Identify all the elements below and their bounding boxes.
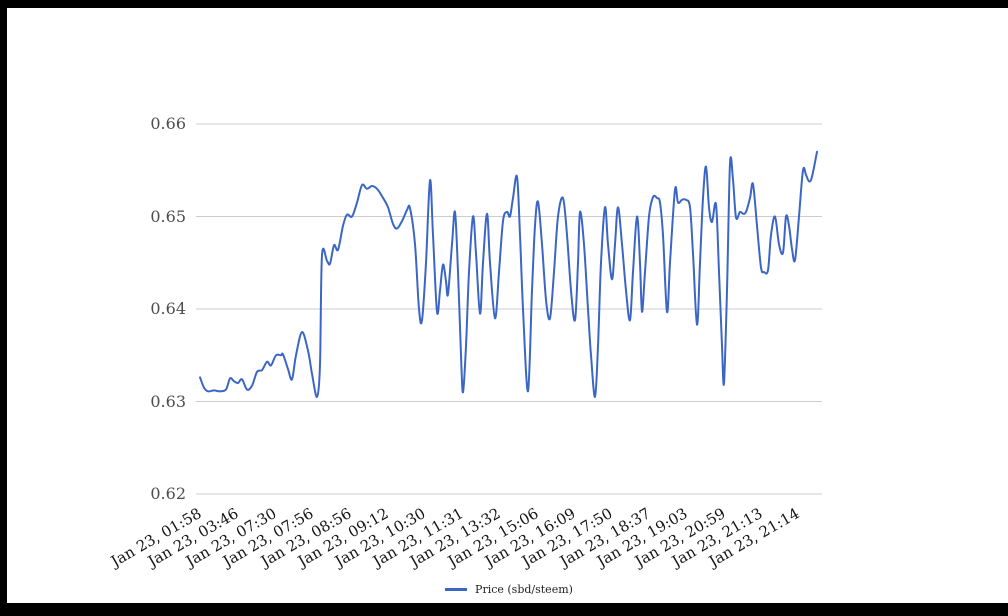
- legend-label: Price (sbd/steem): [475, 583, 573, 596]
- y-axis-tick-label: 0.65: [150, 206, 186, 226]
- y-axis-tick-label: 0.62: [150, 484, 186, 503]
- y-axis-tick-label: 0.63: [150, 391, 186, 411]
- frame-border-left: [0, 0, 7, 616]
- frame-border-bottom: [0, 603, 1008, 616]
- legend: Price (sbd/steem): [196, 583, 822, 596]
- price-line-chart-plot-area: [196, 123, 822, 495]
- y-axis-tick-label: 0.64: [150, 299, 186, 318]
- frame-border-top: [0, 0, 1008, 8]
- price-series-line: [199, 150, 818, 398]
- y-axis-tick-label: 0.66: [150, 114, 186, 133]
- legend-line-swatch: [445, 588, 468, 591]
